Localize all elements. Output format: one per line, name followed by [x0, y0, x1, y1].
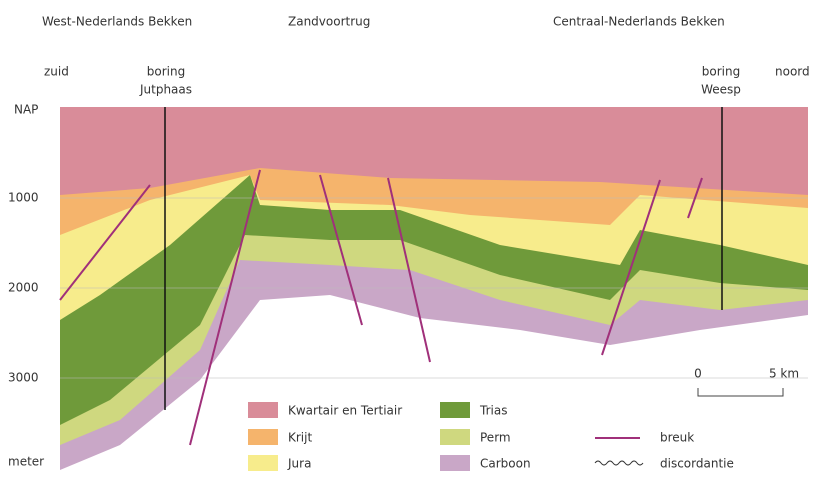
- legend-swatch: [440, 455, 470, 471]
- layers: [60, 107, 808, 470]
- legend-swatch: [248, 455, 278, 471]
- borehole-label: boring: [147, 65, 185, 79]
- borehole-label: Weesp: [701, 83, 741, 97]
- legend-label: Kwartair en Tertiair: [288, 404, 402, 418]
- direction-label: zuid: [44, 65, 69, 79]
- region-label: West-Nederlands Bekken: [42, 15, 192, 29]
- faults: [59, 169, 703, 446]
- legend: Kwartair en Tertiair Krijt Jura Trias Pe…: [248, 402, 734, 471]
- scale-bar: [697, 388, 784, 397]
- fault: [601, 179, 661, 356]
- legend-line: [594, 460, 644, 466]
- legend-label: Perm: [480, 431, 511, 445]
- fault: [319, 174, 363, 326]
- scale-label: 0: [694, 367, 702, 381]
- depth-label: 1000: [8, 191, 39, 205]
- borehole-label: boring: [702, 65, 740, 79]
- legend-label: Jura: [287, 457, 311, 471]
- scale-label: 5 km: [769, 367, 799, 381]
- legend-swatch: [440, 429, 470, 445]
- legend-label: Krijt: [288, 431, 312, 445]
- borehole-label: Jutphaas: [139, 83, 192, 97]
- fault: [189, 169, 261, 446]
- legend-swatch: [248, 429, 278, 445]
- legend-label: discordantie: [660, 457, 734, 471]
- depth-label: 3000: [8, 371, 39, 385]
- legend-swatch: [248, 402, 278, 418]
- depth-label: NAP: [14, 103, 38, 117]
- layer-kwartair: [60, 107, 808, 195]
- fault: [59, 184, 151, 301]
- depth-label: 2000: [8, 281, 39, 295]
- depth-label: meter: [8, 455, 44, 469]
- legend-swatch: [440, 402, 470, 418]
- fault: [687, 177, 703, 219]
- direction-label: noord: [775, 65, 810, 79]
- region-label: Zandvoortrug: [288, 15, 370, 29]
- legend-label: breuk: [660, 431, 694, 445]
- fault: [387, 177, 431, 363]
- legend-label: Trias: [479, 404, 507, 418]
- legend-label: Carboon: [480, 457, 531, 471]
- region-label: Centraal-Nederlands Bekken: [553, 15, 725, 29]
